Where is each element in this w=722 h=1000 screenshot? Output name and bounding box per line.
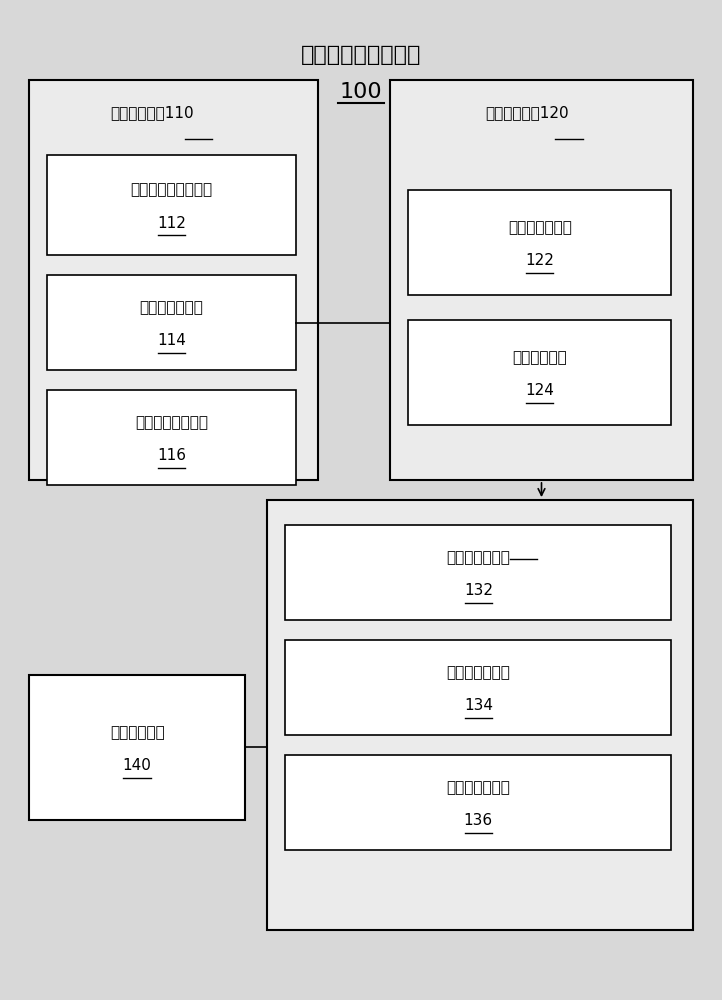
Text: 模板匹配子模块: 模板匹配子模块 (446, 780, 510, 795)
Text: 136: 136 (464, 813, 493, 828)
Bar (285, 525, 671, 620)
Bar (408, 320, 671, 425)
Text: 112: 112 (157, 216, 186, 231)
Text: 信息处理模块: 信息处理模块 (110, 725, 165, 740)
Text: 云查询子模块: 云查询子模块 (513, 350, 567, 365)
Text: 100: 100 (339, 82, 383, 102)
Bar (29, 675, 245, 820)
Text: 界面编辑子模块: 界面编辑子模块 (446, 550, 510, 565)
Text: 界面显示模块130: 界面显示模块130 (438, 525, 522, 540)
Text: 132: 132 (464, 583, 493, 598)
Text: 通话信息的显示装置: 通话信息的显示装置 (301, 45, 421, 65)
Text: 号码输入子模块: 号码输入子模块 (139, 300, 204, 315)
Text: 信息获取模块120: 信息获取模块120 (485, 105, 569, 120)
Bar (47, 390, 296, 485)
Text: 114: 114 (157, 333, 186, 348)
Bar (47, 275, 296, 370)
Text: 客户端提取子模块: 客户端提取子模块 (135, 415, 208, 430)
Bar (267, 500, 693, 930)
Text: 122: 122 (526, 253, 554, 268)
Bar (285, 755, 671, 850)
Text: 号码获取模块110: 号码获取模块110 (110, 105, 193, 120)
Bar (29, 80, 318, 480)
Text: 116: 116 (157, 448, 186, 463)
Bar (285, 640, 671, 735)
Text: 界面生成子模块: 界面生成子模块 (446, 665, 510, 680)
Text: 134: 134 (464, 698, 493, 713)
Text: 140: 140 (123, 758, 152, 773)
Bar (390, 80, 693, 480)
Bar (408, 190, 671, 295)
Text: 本地查询子模块: 本地查询子模块 (508, 220, 572, 235)
Bar (47, 155, 296, 255)
Text: 通信记录提取子模块: 通信记录提取子模块 (131, 182, 212, 198)
Text: 124: 124 (526, 383, 554, 398)
